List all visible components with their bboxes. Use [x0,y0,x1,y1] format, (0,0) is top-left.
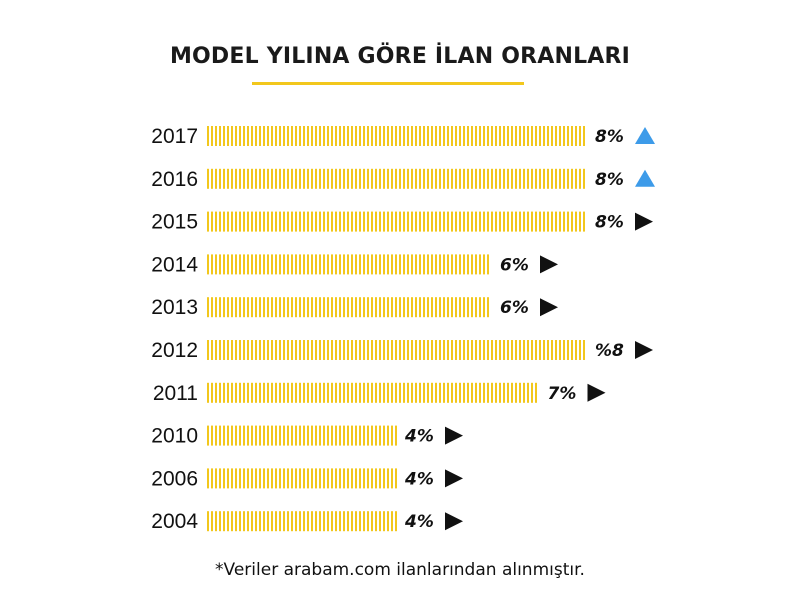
bar-2006 [207,468,397,489]
trend-right-icon [445,469,463,488]
value-label-2011: 7% [548,384,577,404]
value-label-2013: 6% [500,298,529,318]
bar-2017 [207,126,585,146]
value-label-2006: 4% [404,469,434,489]
title-underline [252,82,524,85]
bar-row-2015: 2015 8% [151,211,653,234]
category-label-2015: 2015 [151,211,198,234]
bar-2016 [207,168,585,189]
trend-right-icon [635,341,653,359]
trend-right-icon [635,212,653,231]
value-label-2017: 8% [595,127,624,147]
bar-row-2011: 2011 7% [153,382,606,405]
bar-2014 [207,254,489,275]
value-label-2004: 4% [404,512,434,532]
bar-2010 [207,425,397,446]
bar-2015 [207,211,585,232]
trend-right-icon [445,426,463,445]
category-label-2014: 2014 [151,253,198,276]
bar-row-2004: 2004 4% [151,510,463,533]
value-label-2010: 4% [404,427,434,447]
category-label-2012: 2012 [151,339,198,362]
category-label-2004: 2004 [151,510,198,533]
bar-2012 [207,340,585,360]
bar-2013 [207,297,489,318]
category-label-2017: 2017 [151,125,198,148]
page-title: MODEL YILINA GÖRE İLAN ORANLARI [169,44,631,69]
bar-2004 [207,511,397,532]
trend-right-icon [540,255,558,274]
trend-right-icon [445,512,463,531]
bar-row-2006: 2006 4% [151,467,463,490]
value-label-2015: 8% [595,213,624,233]
trend-up-icon [635,127,655,144]
trend-right-icon [540,298,558,317]
category-label-2010: 2010 [151,425,198,448]
category-label-2006: 2006 [151,467,198,490]
value-label-2012: %8 [595,341,624,361]
trend-up-icon [635,169,655,187]
footnote: *Veriler arabam.com ilanlarından alınmış… [215,560,585,580]
category-label-2013: 2013 [151,296,198,319]
bar-row-2013: 2013 6% [151,296,558,319]
value-label-2016: 8% [595,170,624,190]
bar-row-2012: 2012 %8 [151,339,653,362]
bar-row-2016: 2016 8% [151,168,655,191]
trend-right-icon [587,383,606,402]
category-label-2011: 2011 [153,382,198,405]
bar-2011 [207,382,537,403]
bar-row-2010: 2010 4% [151,425,463,448]
bar-row-2014: 2014 6% [151,253,558,276]
category-label-2016: 2016 [151,168,198,191]
bar-row-2017: 2017 8% [151,125,655,148]
value-label-2014: 6% [500,255,529,275]
